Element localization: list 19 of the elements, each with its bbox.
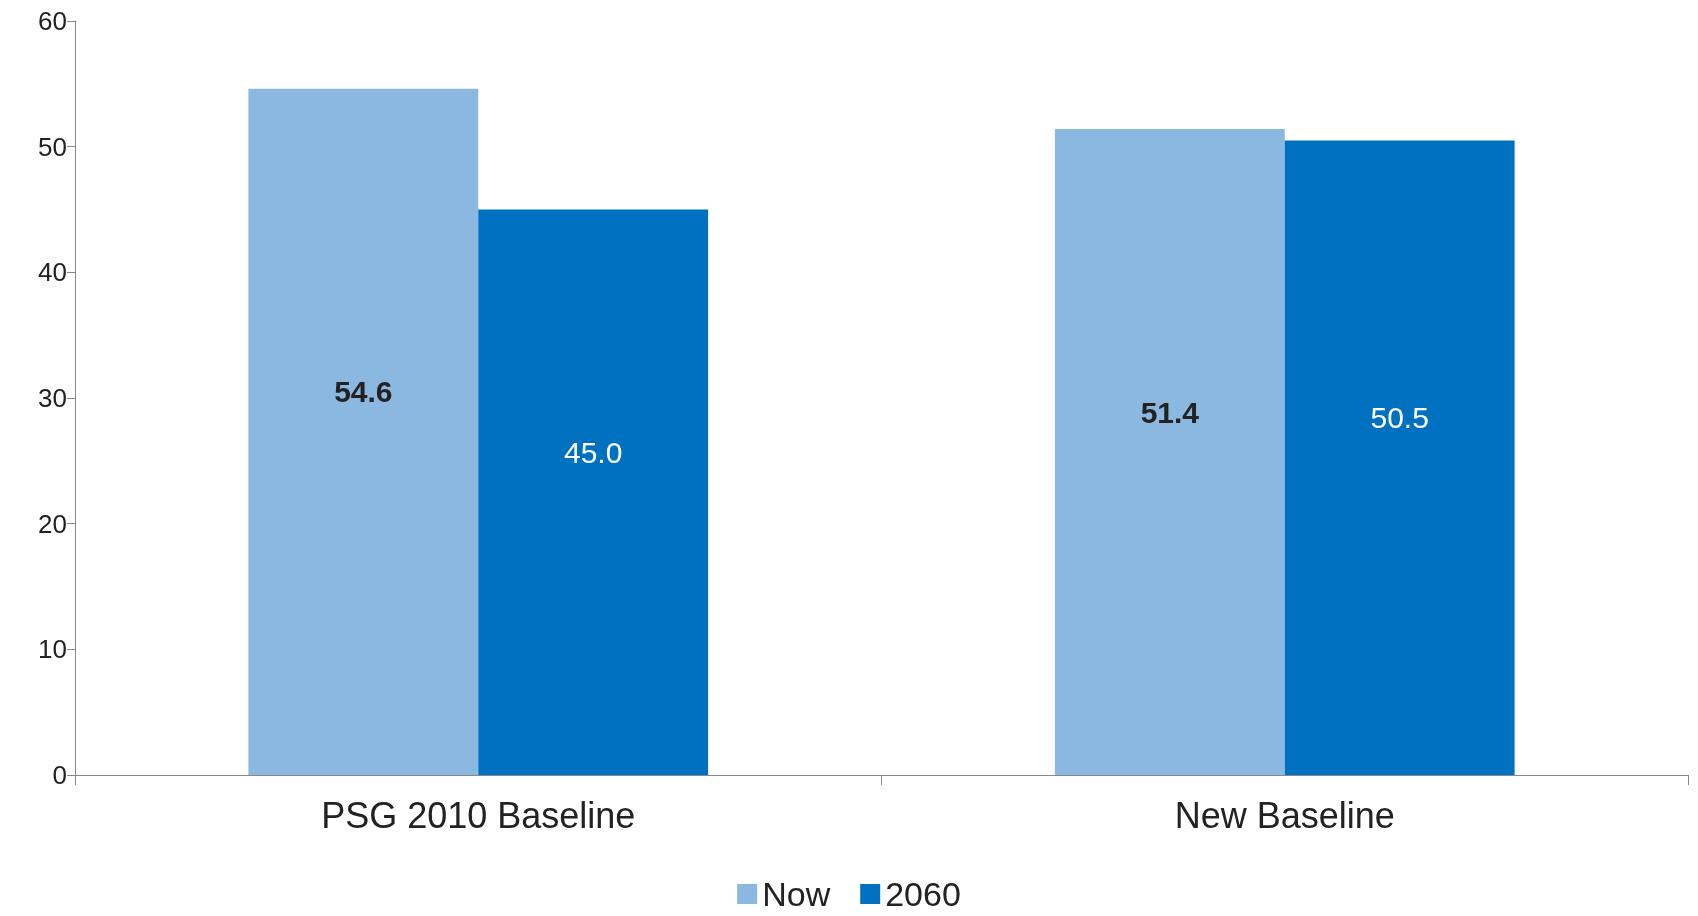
bar <box>1284 140 1515 775</box>
legend-label: 2060 <box>885 875 961 913</box>
legend-label: Now <box>762 875 831 913</box>
data-label: 54.6 <box>334 375 393 409</box>
data-label: 45.0 <box>563 435 623 469</box>
bar <box>478 209 709 775</box>
data-label: 51.4 <box>1140 395 1200 429</box>
y-tick-label: 50 <box>38 131 67 162</box>
y-tick-label: 0 <box>52 760 67 790</box>
y-tick-label: 20 <box>38 508 67 539</box>
y-tick-label: 40 <box>38 257 67 288</box>
x-tick-label: New Baseline <box>1174 794 1395 836</box>
y-tick-label: 30 <box>38 383 67 413</box>
y-tick-label: 10 <box>38 634 67 665</box>
x-tick-label: PSG 2010 Baseline <box>321 794 636 836</box>
y-tick-label: 60 <box>38 6 67 36</box>
bar <box>248 88 479 775</box>
data-label: 50.5 <box>1370 401 1429 435</box>
bar <box>1054 129 1285 775</box>
